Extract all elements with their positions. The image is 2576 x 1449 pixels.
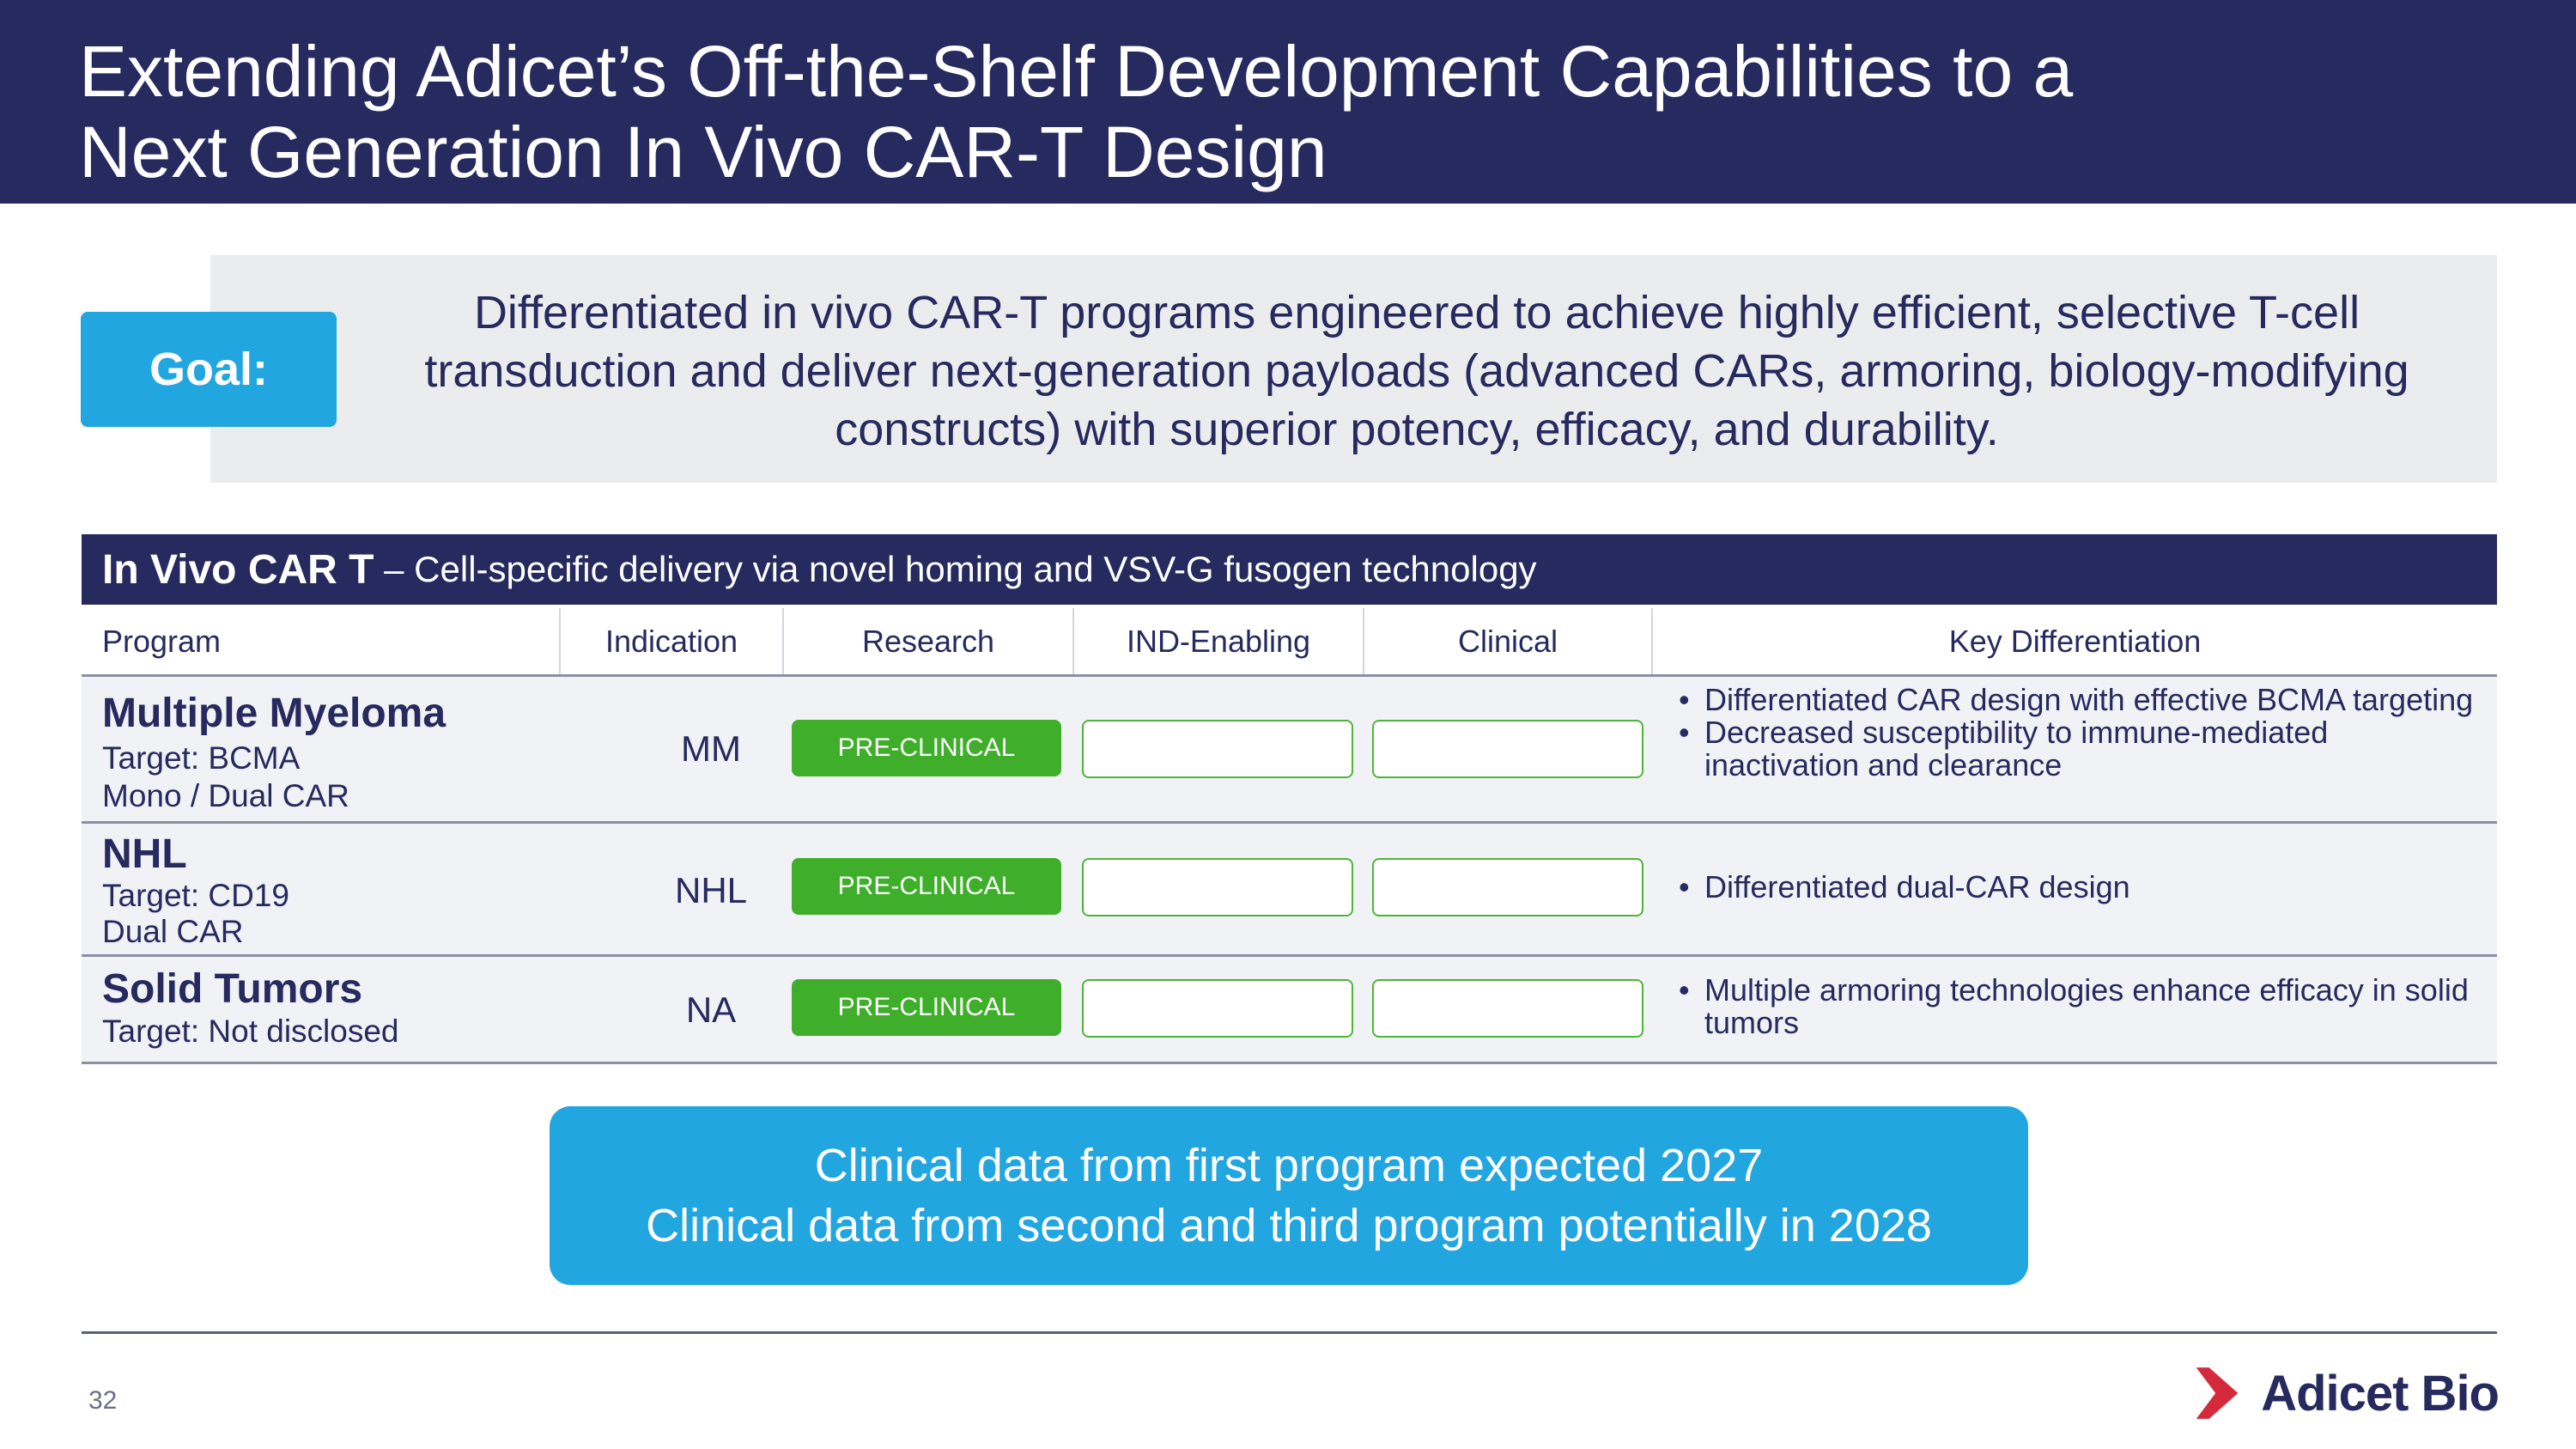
stage-empty-clinical [1372, 858, 1643, 916]
row-divider [82, 821, 2497, 824]
goal-line-1: Differentiated in vivo CAR-T programs en… [473, 287, 2360, 338]
adicet-logo-icon [2196, 1367, 2239, 1419]
program-target: Target: Not disclosed [102, 1014, 399, 1049]
goal-badge: Goal: [81, 312, 337, 427]
page-number: 32 [88, 1386, 118, 1415]
table-row-multiple-myeloma: Multiple Myeloma Target: BCMA Mono / Dua… [82, 677, 2497, 821]
logo-wordmark: Adicet Bio [2261, 1365, 2500, 1422]
stage-bar-preclinical: PRE-CLINICAL [792, 720, 1061, 776]
program-car-type: Dual CAR [102, 914, 244, 949]
key-differentiation: Multiple armoring technologies enhance e… [1679, 974, 2486, 1039]
milestone-callout: Clinical data from first program expecte… [550, 1106, 2028, 1285]
stage-empty-ind-enabling [1082, 858, 1353, 916]
callout-line-2: Clinical data from second and third prog… [646, 1200, 1932, 1251]
column-header-clinical: Clinical [1457, 624, 1558, 659]
differentiation-bullet: Decreased susceptibility to immune-media… [1679, 716, 2486, 782]
differentiation-bullet: Differentiated dual-CAR design [1679, 871, 2486, 904]
title-banner: Extending Adicet’s Off-the-Shelf Develop… [0, 0, 2576, 204]
program-name: NHL [102, 831, 187, 877]
program-target: Target: BCMA [102, 740, 301, 776]
row-divider [82, 674, 2497, 677]
goal-panel [210, 255, 2497, 483]
key-differentiation: Differentiated dual-CAR design [1679, 871, 2486, 904]
table-row-nhl: NHL Target: CD19 Dual CAR NHL PRE-CLINIC… [82, 824, 2497, 954]
program-name: Multiple Myeloma [102, 691, 447, 736]
stage-empty-clinical [1372, 720, 1643, 778]
callout-line-1: Clinical data from first program expecte… [814, 1140, 1764, 1191]
key-differentiation: Differentiated CAR design with effective… [1679, 684, 2486, 782]
goal-line-3: constructs) with superior potency, effic… [835, 404, 1999, 455]
table-row-solid-tumors: Solid Tumors Target: Not disclosed NA PR… [82, 957, 2497, 1062]
differentiation-bullet: Multiple armoring technologies enhance e… [1679, 974, 2486, 1039]
stage-empty-ind-enabling [1082, 720, 1353, 778]
indication-cell: NHL [674, 870, 748, 910]
column-header-research: Research [861, 624, 995, 659]
column-header-key-differentiation: Key Differentiation [1948, 624, 2202, 659]
stage-empty-clinical [1372, 979, 1643, 1038]
page-title-line-2: Next Generation In Vivo CAR-T Design [79, 112, 1327, 192]
section-subtitle: – Cell-specific delivery via novel homin… [374, 549, 1537, 589]
column-header-ind-enabling: IND-Enabling [1126, 624, 1311, 659]
row-divider [82, 1062, 2497, 1064]
program-name: Solid Tumors [102, 966, 363, 1012]
indication-cell: NA [685, 989, 737, 1030]
company-logo: Adicet Bio [2193, 1361, 2500, 1426]
column-divider [1072, 608, 1074, 675]
row-divider [82, 954, 2497, 957]
page-title: Extending Adicet’s Off-the-Shelf Develop… [79, 31, 2483, 192]
program-car-type: Mono / Dual CAR [102, 778, 349, 813]
stage-bar-preclinical: PRE-CLINICAL [792, 979, 1061, 1036]
stage-bar-preclinical: PRE-CLINICAL [792, 858, 1061, 915]
goal-line-2: transduction and deliver next-generation… [424, 345, 2409, 397]
indication-cell: MM [681, 728, 741, 769]
column-divider [559, 608, 561, 675]
page-title-line-1: Extending Adicet’s Off-the-Shelf Develop… [79, 31, 2074, 112]
column-divider [782, 608, 784, 675]
section-header: In Vivo CAR T – Cell-specific delivery v… [82, 534, 2497, 605]
column-divider [1363, 608, 1364, 675]
footer-divider [82, 1331, 2497, 1334]
differentiation-bullet: Differentiated CAR design with effective… [1679, 684, 2486, 717]
program-target: Target: CD19 [102, 878, 289, 913]
section-title: In Vivo CAR T [102, 546, 374, 593]
column-header-program: Program [102, 624, 222, 659]
column-divider [1651, 608, 1653, 675]
goal-statement: Differentiated in vivo CAR-T programs en… [361, 283, 2473, 459]
stage-empty-ind-enabling [1082, 979, 1353, 1038]
column-header-indication: Indication [605, 624, 738, 659]
